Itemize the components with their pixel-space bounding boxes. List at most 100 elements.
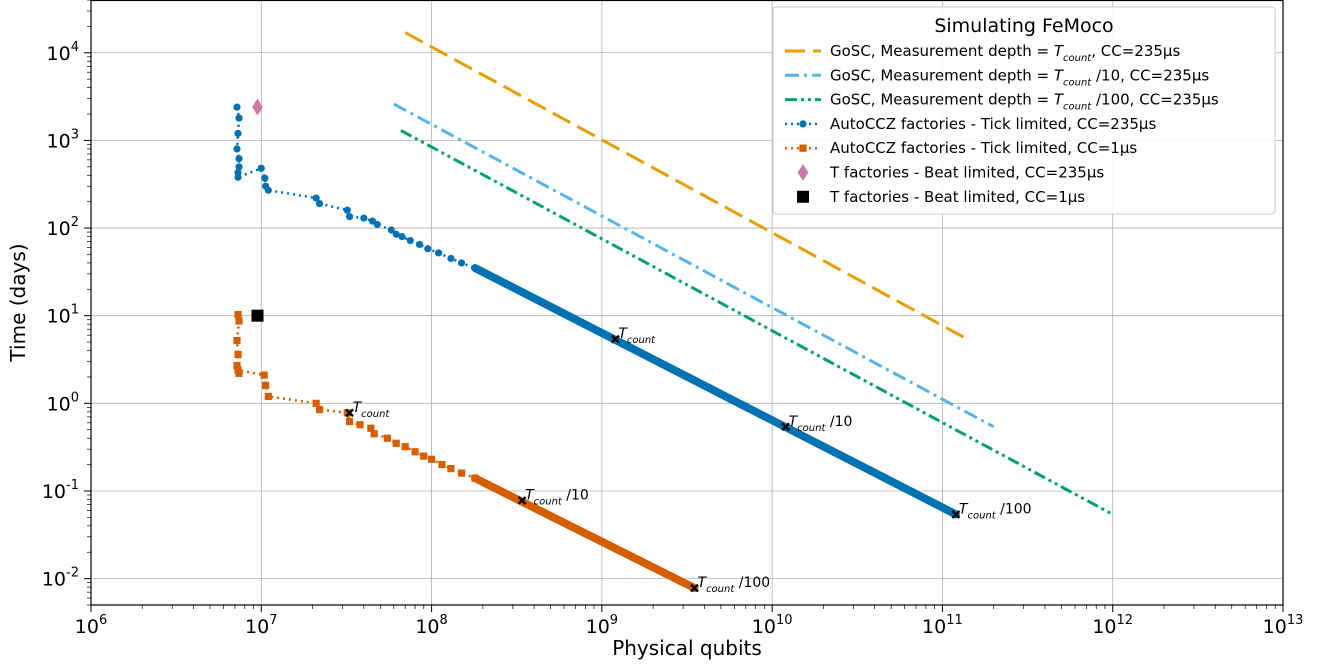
x-tick-label: 108 <box>415 613 447 638</box>
annotation-marker <box>690 583 699 593</box>
legend-entry: T factories - Beat limited, CC=1μs <box>829 188 1085 206</box>
legend-entry: GoSC, Measurement depth = Tcount, CC=235… <box>830 42 1180 64</box>
data-point <box>373 220 381 229</box>
data-point <box>398 232 406 241</box>
data-point <box>234 350 242 359</box>
annotation-marker <box>517 496 527 505</box>
data-point <box>435 249 443 257</box>
data-point <box>251 309 264 322</box>
data-point <box>345 213 354 221</box>
y-tick-label: 104 <box>47 40 79 65</box>
legend-entry: AutoCCZ factories - Tick limited, CC=235… <box>830 115 1156 133</box>
legend-entry: AutoCCZ factories - Tick limited, CC=1μs <box>830 139 1137 157</box>
annotation-label: Tcount /100 <box>698 575 771 595</box>
data-point <box>261 381 270 390</box>
data-point <box>457 259 466 267</box>
annotation-marker <box>345 408 354 418</box>
x-tick-label: 1011 <box>922 613 963 638</box>
legend-title: Simulating FeMoco <box>934 15 1113 37</box>
series-dotted-line <box>235 106 476 270</box>
data-point <box>392 230 400 238</box>
legend-handle-marker <box>799 120 807 128</box>
series-dense-markers <box>471 474 699 593</box>
series-0 <box>404 31 969 341</box>
data-point <box>345 417 354 426</box>
legend-entry: T factories - Beat limited, CC=235μs <box>829 164 1104 182</box>
data-point <box>420 452 428 460</box>
annotation-layer: Tcount Tcount Tcount /10 Tcount /10 Tcount /… <box>345 326 1032 595</box>
series-dense-markers <box>471 264 960 519</box>
annotation-marker <box>951 510 961 519</box>
data-point <box>415 240 424 249</box>
legend-handle-marker <box>797 190 809 203</box>
data-point <box>424 245 432 253</box>
data-point <box>234 366 242 374</box>
data-point <box>234 129 242 138</box>
y-tick-label: 103 <box>47 127 79 152</box>
annotation-label: Tcount /10 <box>525 487 589 507</box>
y-tick-label: 10-1 <box>42 478 79 503</box>
data-point <box>235 163 243 171</box>
series-1 <box>393 102 995 429</box>
data-point <box>234 310 242 319</box>
legend-entry: GoSC, Measurement depth = Tcount /10, CC… <box>830 66 1209 88</box>
series-line <box>404 31 969 341</box>
data-point <box>264 186 272 194</box>
data-point <box>401 443 409 451</box>
legend-entry: GoSC, Measurement depth = Tcount /100, C… <box>830 91 1219 113</box>
annotation-label: Tcount <box>353 400 391 420</box>
data-point <box>392 439 400 447</box>
x-tick-label: 106 <box>75 613 107 638</box>
data-point <box>315 200 324 208</box>
x-tick-label: 107 <box>245 613 277 638</box>
data-point <box>235 155 243 163</box>
data-point <box>233 145 241 153</box>
legend-handle-marker <box>797 164 809 181</box>
data-point <box>260 371 268 379</box>
data-point <box>360 214 368 222</box>
series-layer <box>233 31 1114 593</box>
series-line <box>393 102 995 429</box>
y-tick-label: 101 <box>47 303 79 328</box>
data-point <box>367 424 375 432</box>
data-point <box>312 399 320 407</box>
data-point <box>252 98 263 116</box>
y-tick-label: 10-2 <box>42 566 79 591</box>
data-point <box>235 114 243 122</box>
series-6 <box>251 309 264 322</box>
data-point <box>447 254 455 263</box>
y-axis-title: Time (days) <box>6 243 30 362</box>
data-point <box>312 194 320 202</box>
data-point <box>406 236 414 245</box>
annotation-label: Tcount /100 <box>959 501 1032 521</box>
annotation-marker <box>781 422 790 432</box>
data-point <box>356 421 364 429</box>
x-tick-label: 1012 <box>1092 613 1133 638</box>
data-point <box>233 361 241 370</box>
data-point <box>427 455 436 463</box>
data-point <box>411 448 419 456</box>
annotation-marker <box>610 334 620 344</box>
data-point <box>234 173 242 181</box>
data-point <box>447 465 455 473</box>
series-4 <box>233 310 699 593</box>
data-point <box>343 206 351 214</box>
tick-layer: 106 107 108 109 1010 1011 1012 1013 10-2 10-1 100 1… <box>42 0 1303 638</box>
data-point <box>457 469 466 477</box>
data-point <box>257 164 265 172</box>
x-tick-label: 109 <box>586 613 618 638</box>
data-point <box>370 430 378 438</box>
data-point <box>233 103 241 111</box>
data-point <box>233 336 241 345</box>
data-point <box>264 392 272 400</box>
plot-frame <box>90 0 1284 606</box>
legend-box <box>772 6 1276 215</box>
data-point <box>315 405 324 414</box>
x-axis-title: Physical qubits <box>612 636 762 660</box>
data-point <box>235 317 243 325</box>
y-tick-label: 102 <box>47 215 79 240</box>
data-point <box>343 409 351 417</box>
series-5 <box>252 98 263 116</box>
data-point <box>383 434 391 442</box>
